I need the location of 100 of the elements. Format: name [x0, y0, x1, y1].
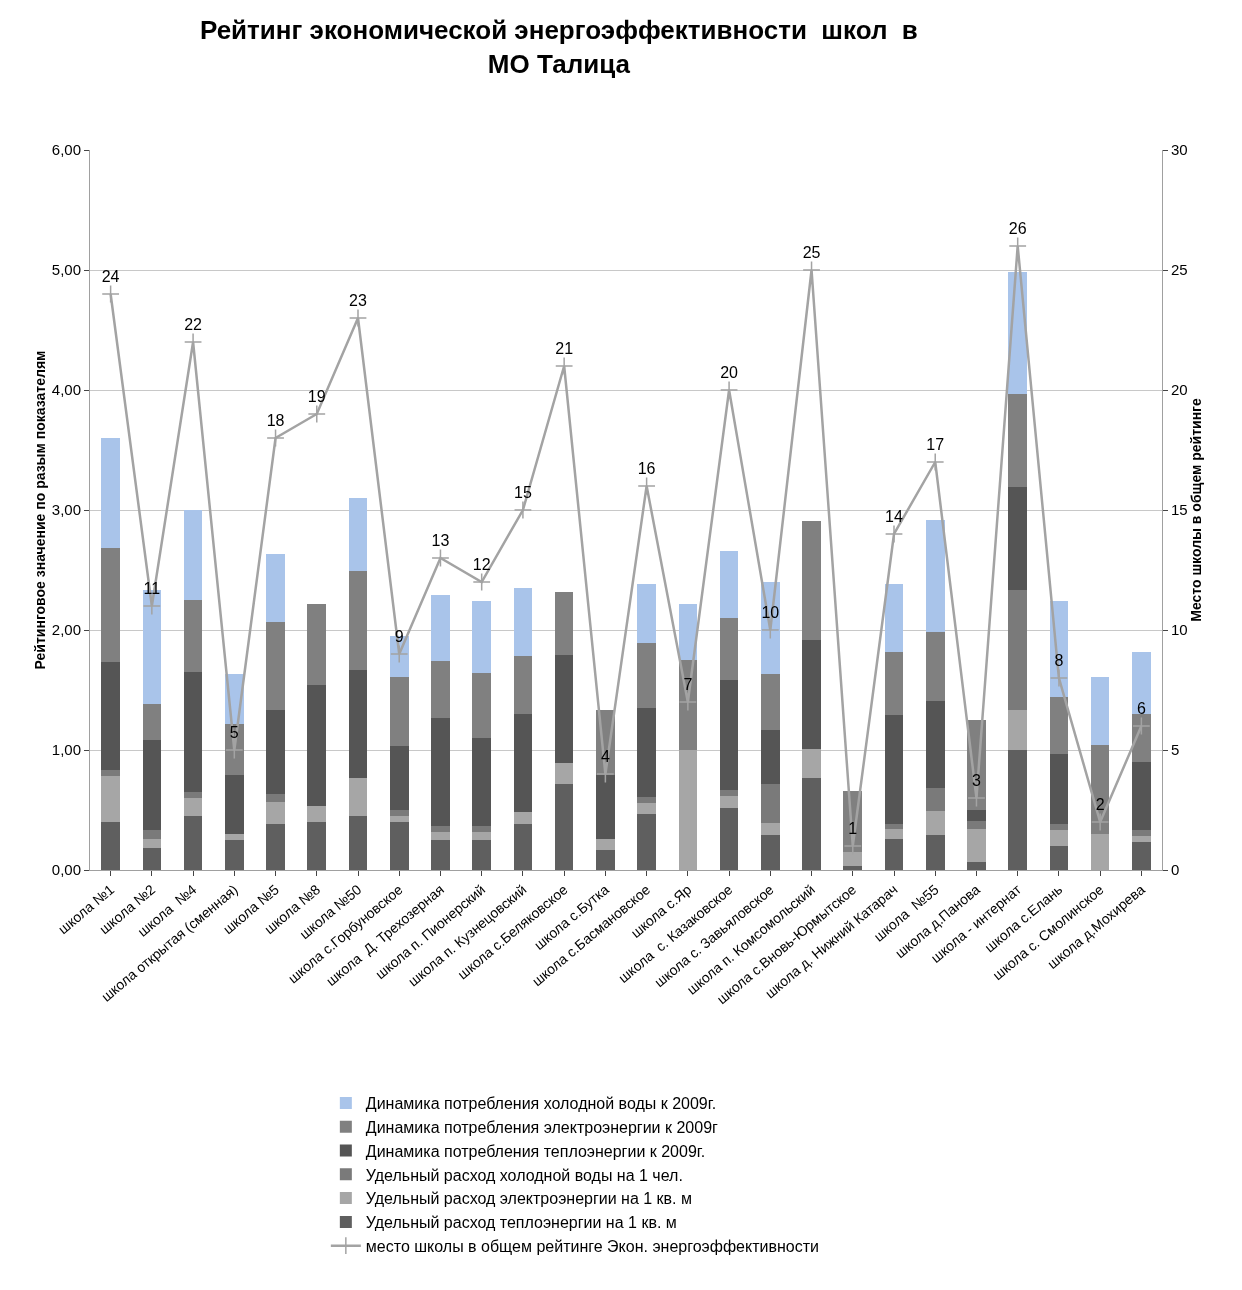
bar [101, 438, 120, 549]
bar [843, 866, 863, 870]
data-label: 7 [683, 675, 693, 693]
bar [596, 775, 615, 839]
bar [389, 822, 409, 870]
bar [513, 714, 533, 813]
bar [472, 825, 491, 832]
data-label: 3 [972, 771, 982, 789]
point [1091, 812, 1110, 832]
point [1049, 668, 1069, 688]
bar [925, 811, 945, 836]
bar [1049, 753, 1069, 825]
bar [183, 600, 203, 672]
bar [513, 812, 533, 825]
point [555, 356, 574, 376]
bar [925, 835, 945, 870]
bar [431, 661, 450, 718]
bar [1132, 830, 1151, 837]
bar [389, 676, 409, 747]
data-label: 1 [848, 819, 858, 837]
bar [884, 715, 904, 825]
y-tick-label: 1,00 [51, 741, 81, 759]
bar [348, 571, 368, 670]
data-label: 12 [472, 555, 491, 573]
point [307, 404, 326, 424]
data-label: 22 [184, 315, 203, 333]
bar [472, 738, 491, 826]
bar [142, 830, 162, 839]
bar [761, 674, 780, 730]
bar [1008, 710, 1027, 750]
legend-label: Динамика потребления теплоэнергии к 2009г. [365, 1142, 706, 1160]
bar [802, 748, 821, 778]
bar [802, 777, 821, 870]
bar [596, 849, 615, 870]
bar [183, 816, 203, 870]
bar [431, 831, 450, 840]
bar [1008, 393, 1027, 488]
bar [1008, 487, 1027, 591]
bar [183, 798, 203, 816]
bar [967, 820, 986, 830]
bar [884, 838, 904, 870]
y2-tick-label: 25 [1171, 261, 1188, 279]
y-axis-title: Рейтинговое значение по разым показателям [32, 350, 49, 670]
bar [307, 685, 327, 807]
data-label: 6 [1136, 699, 1146, 717]
legend-label: место школы в общем рейтинге Экон. энергоэффективности [365, 1237, 819, 1255]
bar [719, 807, 739, 870]
data-label: 26 [1008, 219, 1027, 237]
point [348, 308, 368, 328]
point [390, 644, 409, 664]
bar [142, 848, 162, 870]
bar [1008, 750, 1027, 870]
bar [389, 746, 409, 810]
bar [967, 810, 986, 821]
point [101, 284, 120, 304]
bar [1049, 824, 1069, 831]
bar [142, 704, 162, 741]
data-label: 2 [1095, 795, 1105, 813]
bar [513, 656, 533, 714]
bar [1132, 836, 1151, 843]
bar [142, 740, 162, 831]
point [637, 476, 656, 496]
bar [637, 796, 656, 803]
bar [1049, 697, 1069, 754]
bar [389, 816, 409, 822]
bar [307, 603, 327, 686]
y-tick-label: 4,00 [51, 381, 81, 399]
y2-tick-label: 10 [1171, 621, 1188, 639]
bar [925, 519, 945, 633]
bar [513, 588, 533, 657]
y2-tick-label: 30 [1171, 141, 1188, 159]
bar [967, 861, 986, 870]
bar [884, 651, 904, 716]
bar [637, 802, 656, 814]
bar [637, 813, 656, 870]
bar [307, 806, 327, 822]
y2-axis-title: Место школы в общем рейтинге [1187, 398, 1204, 622]
data-label: 24 [101, 267, 120, 285]
bar [925, 788, 945, 812]
bar [761, 783, 780, 824]
bar [761, 823, 780, 836]
bar [761, 729, 780, 784]
legend-label: Удельный расход электроэнергии на 1 кв. м [365, 1190, 693, 1208]
legend-label: Удельный расход теплоэнергии на 1 кв. м [365, 1214, 677, 1232]
legend-label: Динамика потребления холодной воды к 2009г. [365, 1095, 717, 1113]
bar [472, 831, 491, 840]
point [884, 524, 904, 544]
bar [307, 822, 327, 870]
data-label: 8 [1054, 651, 1064, 669]
legend-label: Динамика потребления электроэнергии к 2009г [365, 1118, 719, 1136]
bar [266, 794, 285, 802]
data-label: 18 [266, 411, 285, 429]
chart-title: Рейтинг экономической энергоэффективности школ в МО Талица [199, 14, 918, 79]
data-label: 4 [600, 747, 610, 765]
bar [389, 810, 409, 816]
bar [719, 680, 739, 790]
bar [554, 763, 574, 784]
y2-tick-label: 15 [1171, 501, 1188, 519]
bar [554, 783, 574, 870]
data-label: 17 [926, 435, 945, 453]
